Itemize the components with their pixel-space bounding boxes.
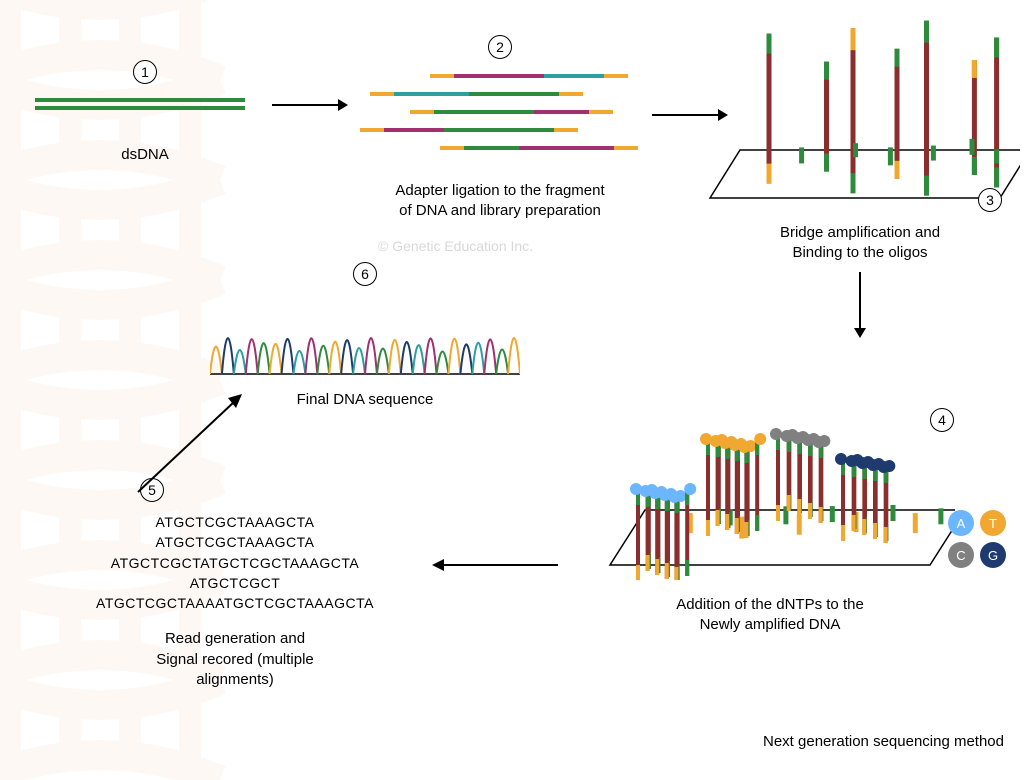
- step-6-badge: 6: [353, 262, 377, 286]
- fragments-graphic: [360, 73, 640, 158]
- legend-T: T: [980, 510, 1006, 536]
- step-2: 2 Adapter ligation to the fragmentof DNA…: [360, 35, 640, 222]
- footer-label: Next generation sequencing method: [763, 733, 1004, 750]
- legend-A: A: [948, 510, 974, 536]
- chromatogram-graphic: [210, 296, 520, 376]
- step-1-label: dsDNA: [30, 145, 260, 165]
- step-4: Addition of the dNTPs to theNewly amplif…: [595, 360, 955, 636]
- legend-G: G: [980, 542, 1006, 568]
- flowcell-4-graphic: [595, 360, 955, 580]
- step-3-badge: 3: [978, 188, 1002, 212]
- step-2-badge: 2: [488, 35, 512, 59]
- step-5: 5 ATGCTCGCTAAAGCTAATGCTCGCTAAAGCTAATGCTC…: [70, 478, 400, 690]
- step-5-label: Read generation andSignal recored (multi…: [70, 629, 400, 690]
- step-4-badge: 4: [930, 408, 954, 432]
- arrow-4-5: [430, 555, 560, 575]
- step-1: 1 dsDNA: [30, 60, 260, 165]
- step-6-label: Final DNA sequence: [200, 390, 530, 410]
- nucleotide-legend: A T C G: [948, 510, 1006, 568]
- dsdna-graphic: [30, 96, 250, 112]
- legend-C: C: [948, 542, 974, 568]
- reads-block: ATGCTCGCTAAAGCTAATGCTCGCTAAAGCTAATGCTCGC…: [70, 512, 400, 613]
- watermark: © Genetic Education Inc.: [378, 238, 533, 254]
- step-3: Bridge amplification andBinding to the o…: [700, 10, 1020, 264]
- step-2-label: Adapter ligation to the fragmentof DNA a…: [360, 181, 640, 222]
- step-6: 6 Final DNA sequence: [200, 262, 530, 410]
- arrow-3-4: [850, 270, 870, 340]
- step-3-label: Bridge amplification andBinding to the o…: [700, 223, 1020, 264]
- flowcell-3-graphic: [700, 10, 1020, 210]
- step-4-label: Addition of the dNTPs to theNewly amplif…: [615, 595, 925, 636]
- step-1-badge: 1: [133, 60, 157, 84]
- arrow-1-2: [270, 95, 350, 115]
